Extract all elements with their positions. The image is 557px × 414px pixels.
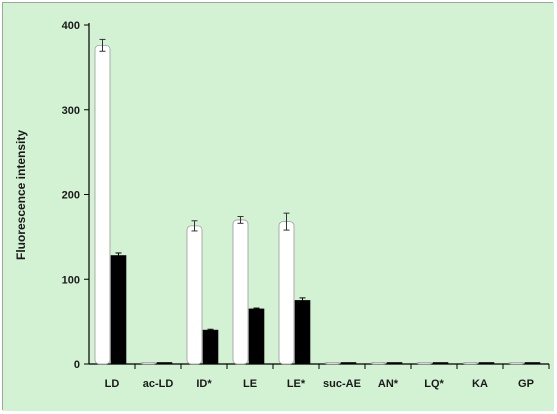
x-tick-label: AN*	[378, 378, 399, 390]
y-tick-label: 400	[62, 20, 80, 32]
bar	[140, 362, 157, 365]
y-tick-label: 0	[74, 359, 80, 371]
bar	[524, 362, 541, 365]
bar	[186, 225, 203, 365]
x-tick-label: LE*	[287, 378, 306, 390]
y-tick-label: 100	[62, 274, 80, 286]
x-tick-label: LE	[243, 378, 257, 390]
x-tick-label: suc-AE	[323, 378, 361, 390]
y-tick-label: 200	[62, 190, 80, 202]
bar	[278, 221, 295, 365]
x-tick-label: LD	[105, 378, 120, 390]
bar	[110, 255, 127, 365]
bar	[156, 362, 173, 365]
bar	[340, 362, 357, 365]
bar	[432, 362, 449, 365]
bar	[386, 362, 403, 365]
bar	[508, 362, 525, 365]
chart-background	[3, 3, 554, 411]
x-tick-label: ID*	[196, 378, 212, 390]
bar	[94, 44, 111, 365]
bar	[202, 329, 219, 365]
x-tick-label: LQ*	[424, 378, 444, 390]
bar	[248, 308, 265, 365]
chart-marks: 0 100 200 300 400 LD ac-LD ID* LE LE* suc-AE AN* LQ*…	[62, 20, 550, 390]
x-tick-label: GP	[518, 378, 534, 390]
bar	[462, 362, 479, 365]
bar	[232, 219, 249, 365]
y-axis-title: Fluorescence intensity	[14, 130, 28, 260]
x-tick-label: KA	[472, 378, 488, 390]
chart-frame: Fluorescence intensity 0 100 200 300 400 LD ac…	[2, 2, 554, 411]
bar	[324, 362, 341, 365]
bar	[416, 362, 433, 365]
x-tick-label: ac-LD	[143, 378, 174, 390]
bar	[370, 362, 387, 365]
bar-chart: Fluorescence intensity 0 100 200 300 400 LD ac…	[3, 3, 554, 411]
bar	[294, 300, 311, 365]
y-tick-label: 300	[62, 105, 80, 117]
bar	[478, 362, 495, 365]
